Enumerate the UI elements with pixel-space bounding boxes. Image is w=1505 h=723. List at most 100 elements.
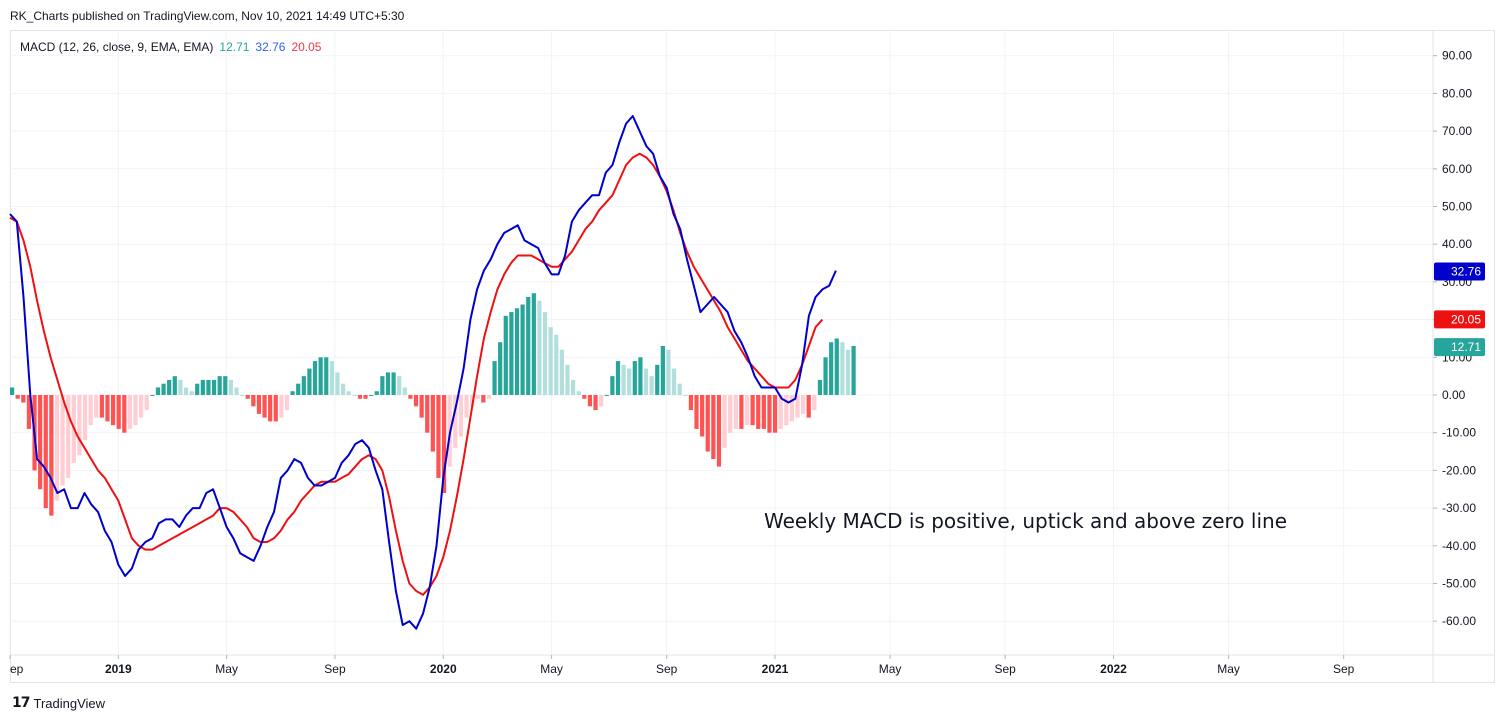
signal-line (9, 152, 824, 596)
histogram-bar (430, 395, 435, 452)
histogram-bar (402, 387, 407, 395)
histogram-bar (520, 304, 525, 395)
histogram-bar (498, 342, 503, 395)
histogram-bar (21, 395, 26, 403)
histogram-bar (823, 357, 828, 395)
histogram-bar (240, 395, 245, 396)
histogram-bar (127, 395, 133, 429)
histogram-bar (105, 395, 110, 422)
x-tick-label: 2020 (430, 662, 457, 676)
histogram-bar (655, 364, 660, 395)
histogram-bar (223, 376, 228, 395)
histogram-bar (155, 387, 161, 395)
histogram-bar (357, 395, 363, 399)
histogram-bar (492, 361, 497, 395)
y-tick-label: -20.00 (1442, 463, 1476, 477)
histogram-bar (845, 349, 851, 395)
histogram-bar (245, 395, 250, 399)
y-tick-label: 60.00 (1442, 162, 1472, 176)
histogram-bar (94, 395, 99, 418)
histogram-bar (88, 395, 93, 426)
histogram-bar (615, 361, 621, 395)
x-tick-label: Sep (656, 662, 678, 676)
histogram-bar (526, 296, 531, 395)
histogram-bar (436, 395, 441, 478)
histogram-bar (340, 383, 346, 395)
y-tick-label: -30.00 (1442, 501, 1476, 515)
histogram-bar (817, 379, 823, 395)
histogram-bar (183, 387, 189, 395)
histogram-bar (829, 342, 834, 395)
histogram-bar (571, 379, 576, 395)
histogram-bar (66, 395, 71, 478)
histogram-bar (391, 372, 396, 395)
histogram-bar (509, 312, 514, 395)
histogram-bar (599, 395, 604, 407)
histogram-bar (795, 395, 800, 418)
histogram-bar (716, 395, 722, 467)
histogram-bar (638, 357, 643, 395)
histogram-bar (694, 395, 699, 429)
histogram-bar (576, 391, 581, 395)
histogram-bar (425, 395, 430, 433)
histogram-bar (82, 395, 88, 441)
histogram-bar (604, 395, 609, 396)
histogram-bar (290, 391, 295, 395)
histogram-bar (503, 315, 508, 395)
x-tick-label: ep (10, 662, 24, 676)
histogram-bar (318, 357, 323, 395)
histogram-bar (610, 376, 615, 395)
histogram-bar (60, 395, 65, 486)
histogram-bar (172, 376, 177, 395)
histogram-bar (453, 395, 458, 448)
published-header: RK_Charts published on TradingView.com, … (10, 9, 405, 23)
histogram-bar (301, 376, 306, 395)
histogram-bar (728, 395, 733, 433)
histogram-bar (565, 364, 570, 395)
indicator-legend[interactable]: MACD (12, 26, close, 9, EMA, EMA) 12.71 32… (20, 40, 327, 54)
histogram-bar (514, 308, 520, 395)
histogram-bar (211, 379, 217, 395)
histogram-bar (756, 395, 761, 429)
hist-value-label: 12.71 (1451, 340, 1481, 354)
histogram-bar (307, 368, 312, 395)
histogram-bar (475, 395, 480, 399)
grid (9, 31, 1433, 655)
histogram-bar (531, 293, 536, 395)
histogram-bar (251, 395, 256, 407)
histogram-bar (324, 357, 329, 395)
histogram-bar (683, 395, 688, 396)
macd-value-label-bg (1434, 262, 1485, 281)
macd-line (9, 115, 837, 630)
histogram-bar (761, 395, 766, 429)
histogram-bar (352, 395, 357, 396)
histogram-bar (671, 368, 677, 395)
histogram-bar (284, 395, 290, 411)
histogram-bar (789, 395, 794, 422)
histogram-bar (329, 361, 334, 395)
histogram-bar (806, 395, 811, 418)
histogram-bar (486, 395, 492, 399)
histogram-bar (559, 349, 564, 395)
histogram-bar (296, 383, 301, 395)
hist-value-label-bg (1434, 338, 1485, 357)
histogram-bar (369, 395, 374, 396)
y-tick-label: 0.00 (1442, 388, 1466, 402)
histogram-bar (778, 395, 783, 429)
y-tick-label: -40.00 (1442, 539, 1476, 553)
x-tick-label: May (540, 662, 563, 676)
x-tick-label: Sep (1333, 662, 1355, 676)
histogram-bar (49, 395, 54, 516)
histogram-bar (262, 395, 267, 418)
histogram-bar (161, 383, 166, 395)
x-tick-label: 2019 (105, 662, 132, 676)
histogram-bar (587, 395, 593, 407)
histogram-bar (733, 395, 738, 429)
histogram-bar (419, 395, 424, 418)
y-tick-label: 80.00 (1442, 86, 1472, 100)
histogram-bar (408, 395, 413, 399)
histogram-bar (801, 395, 806, 414)
histogram-bar (750, 395, 755, 426)
histogram-bar (144, 395, 149, 411)
